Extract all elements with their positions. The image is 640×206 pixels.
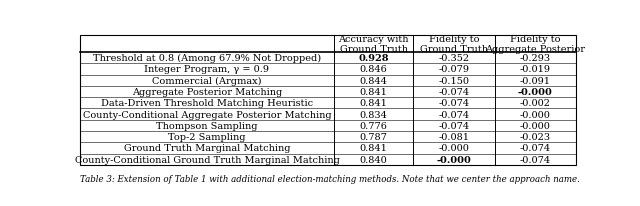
Text: 0.844: 0.844 [360, 76, 388, 85]
Text: 0.846: 0.846 [360, 65, 387, 74]
Text: County-Conditional Aggregate Posterior Matching: County-Conditional Aggregate Posterior M… [83, 110, 332, 119]
Text: Commercial (Argmax): Commercial (Argmax) [152, 76, 262, 85]
Text: -0.002: -0.002 [520, 99, 551, 108]
Text: -0.000: -0.000 [520, 121, 551, 130]
Text: -0.079: -0.079 [438, 65, 470, 74]
Text: -0.081: -0.081 [438, 132, 470, 142]
Text: Thompson Sampling: Thompson Sampling [156, 121, 258, 130]
Text: -0.150: -0.150 [438, 76, 470, 85]
Text: -0.091: -0.091 [520, 76, 551, 85]
Text: 0.834: 0.834 [360, 110, 388, 119]
Text: -0.023: -0.023 [520, 132, 551, 142]
Text: Fidelity to
Ground Truth: Fidelity to Ground Truth [420, 35, 488, 54]
Text: -0.074: -0.074 [438, 110, 470, 119]
Text: Threshold at 0.8 (Among 67.9% Not Dropped): Threshold at 0.8 (Among 67.9% Not Droppe… [93, 54, 321, 63]
Text: -0.293: -0.293 [520, 54, 551, 63]
Text: -0.019: -0.019 [520, 65, 551, 74]
Text: -0.074: -0.074 [520, 144, 551, 153]
Text: -0.074: -0.074 [520, 155, 551, 164]
Text: Accuracy with
Ground Truth: Accuracy with Ground Truth [339, 35, 409, 54]
Text: -0.000: -0.000 [436, 155, 472, 164]
Text: -0.074: -0.074 [438, 88, 470, 96]
Text: 0.928: 0.928 [358, 54, 389, 63]
Text: 0.787: 0.787 [360, 132, 388, 142]
Text: 0.840: 0.840 [360, 155, 387, 164]
Text: 0.841: 0.841 [360, 99, 388, 108]
Text: -0.000: -0.000 [518, 88, 553, 96]
Text: -0.074: -0.074 [438, 99, 470, 108]
Text: County-Conditional Ground Truth Marginal Matching: County-Conditional Ground Truth Marginal… [74, 155, 339, 164]
Text: -0.074: -0.074 [438, 121, 470, 130]
Text: 0.841: 0.841 [360, 144, 388, 153]
Text: 0.776: 0.776 [360, 121, 388, 130]
Text: Aggregate Posterior Matching: Aggregate Posterior Matching [132, 88, 282, 96]
Text: Data-Driven Threshold Matching Heuristic: Data-Driven Threshold Matching Heuristic [101, 99, 313, 108]
Text: -0.000: -0.000 [438, 144, 469, 153]
Text: Table 3: Extension of Table 1 with additional election-matching methods. Note th: Table 3: Extension of Table 1 with addit… [80, 174, 580, 183]
Text: Ground Truth Marginal Matching: Ground Truth Marginal Matching [124, 144, 290, 153]
Text: -0.000: -0.000 [520, 110, 551, 119]
Text: Fidelity to
Aggregate Posterior: Fidelity to Aggregate Posterior [485, 35, 586, 54]
Text: Integer Program, γ = 0.9: Integer Program, γ = 0.9 [145, 65, 269, 74]
Text: -0.352: -0.352 [438, 54, 470, 63]
Text: 0.841: 0.841 [360, 88, 388, 96]
Text: Top-2 Sampling: Top-2 Sampling [168, 132, 246, 142]
